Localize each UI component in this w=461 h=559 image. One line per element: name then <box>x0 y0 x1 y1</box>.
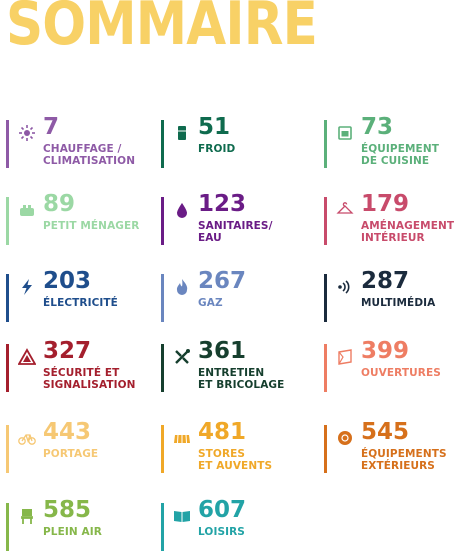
section-label: SÉCURITÉ ET SIGNALISATION <box>43 367 136 391</box>
color-bar <box>324 120 327 168</box>
section-label: AMÉNAGEMENT INTÉRIEUR <box>361 220 455 244</box>
camping-chair-icon <box>18 507 36 525</box>
signal-waves-icon <box>336 278 354 296</box>
page-number: 361 <box>198 338 247 364</box>
toc-entry[interactable]: 481 STORES ET AUVENTS <box>161 421 296 481</box>
color-bar <box>161 503 164 551</box>
toc-entry[interactable]: 267 GAZ <box>161 270 296 330</box>
toc-entry[interactable]: 7 CHAUFFAGE / CLIMATISATION <box>6 116 141 176</box>
color-bar <box>6 274 9 322</box>
awning-icon <box>173 429 191 447</box>
color-bar <box>161 274 164 322</box>
section-label: ÉQUIPEMENT DE CUISINE <box>361 143 439 167</box>
toc-entry[interactable]: 607 LOISIRS <box>161 499 296 559</box>
toc-entry[interactable]: 361 ENTRETIEN ET BRICOLAGE <box>161 340 296 400</box>
color-bar <box>161 425 164 473</box>
page-number: 7 <box>43 114 60 140</box>
color-bar <box>6 344 9 392</box>
color-bar <box>324 425 327 473</box>
page-number: 327 <box>43 338 92 364</box>
page-number: 481 <box>198 419 247 445</box>
page-number: 179 <box>361 191 410 217</box>
color-bar <box>6 425 9 473</box>
section-label: SANITAIRES/ EAU <box>198 220 273 244</box>
sun-snowflake-icon <box>18 124 36 142</box>
section-label: GAZ <box>198 297 223 309</box>
toc-entry[interactable]: 179 AMÉNAGEMENT INTÉRIEUR <box>324 193 459 253</box>
bicycle-icon <box>18 429 36 447</box>
section-label: ENTRETIEN ET BRICOLAGE <box>198 367 285 391</box>
section-label: CHAUFFAGE / CLIMATISATION <box>43 143 136 167</box>
toc-entry[interactable]: 399 OUVERTURES <box>324 340 459 400</box>
page-title: SOMMAIRE <box>6 0 318 59</box>
section-label: ÉQUIPEMENTS EXTÉRIEURS <box>361 448 447 472</box>
toc-entry[interactable]: 545 ÉQUIPEMENTS EXTÉRIEURS <box>324 421 459 481</box>
page-number: 287 <box>361 268 410 294</box>
toc-entry[interactable]: 123 SANITAIRES/ EAU <box>161 193 296 253</box>
page-number: 545 <box>361 419 410 445</box>
section-label: FROID <box>198 143 236 155</box>
water-drop-icon <box>173 201 191 219</box>
color-bar <box>6 197 9 245</box>
color-bar <box>161 120 164 168</box>
color-bar <box>324 197 327 245</box>
page-number: 443 <box>43 419 92 445</box>
toc-entry[interactable]: 89 PETIT MÉNAGER <box>6 193 141 253</box>
fridge-icon <box>173 124 191 142</box>
section-label: PETIT MÉNAGER <box>43 220 140 232</box>
outdoor-sun-icon <box>336 429 354 447</box>
section-label: PLEIN AIR <box>43 526 102 538</box>
page-number: 51 <box>198 114 231 140</box>
toc-entry[interactable]: 585 PLEIN AIR <box>6 499 141 559</box>
page-number: 73 <box>361 114 394 140</box>
book-icon <box>173 507 191 525</box>
page-number: 607 <box>198 497 247 523</box>
page-number: 585 <box>43 497 92 523</box>
section-label: LOISIRS <box>198 526 245 538</box>
toc-entry[interactable]: 327 SÉCURITÉ ET SIGNALISATION <box>6 340 141 400</box>
toc-entry[interactable]: 443 PORTAGE <box>6 421 141 481</box>
color-bar <box>161 344 164 392</box>
color-bar <box>324 274 327 322</box>
section-label: ÉLECTRICITÉ <box>43 297 118 309</box>
toc-entry[interactable]: 73 ÉQUIPEMENT DE CUISINE <box>324 116 459 176</box>
tools-icon <box>173 348 191 366</box>
lightning-icon <box>18 278 36 296</box>
flame-icon <box>173 278 191 296</box>
section-label: STORES ET AUVENTS <box>198 448 273 472</box>
page-number: 267 <box>198 268 247 294</box>
oven-icon <box>336 124 354 142</box>
section-label: OUVERTURES <box>361 367 441 379</box>
section-label: MULTIMÉDIA <box>361 297 436 309</box>
color-bar <box>6 503 9 551</box>
warning-triangle-icon <box>18 348 36 366</box>
toc-entry[interactable]: 203 ÉLECTRICITÉ <box>6 270 141 330</box>
toc-entry[interactable]: 51 FROID <box>161 116 296 176</box>
window-icon <box>336 348 354 366</box>
color-bar <box>6 120 9 168</box>
color-bar <box>161 197 164 245</box>
section-label: PORTAGE <box>43 448 99 460</box>
color-bar <box>324 344 327 392</box>
page-number: 399 <box>361 338 410 364</box>
page-number: 89 <box>43 191 76 217</box>
page-number: 203 <box>43 268 92 294</box>
hanger-icon <box>336 201 354 219</box>
page-number: 123 <box>198 191 247 217</box>
toaster-icon <box>18 201 36 219</box>
toc-entry[interactable]: 287 MULTIMÉDIA <box>324 270 459 330</box>
